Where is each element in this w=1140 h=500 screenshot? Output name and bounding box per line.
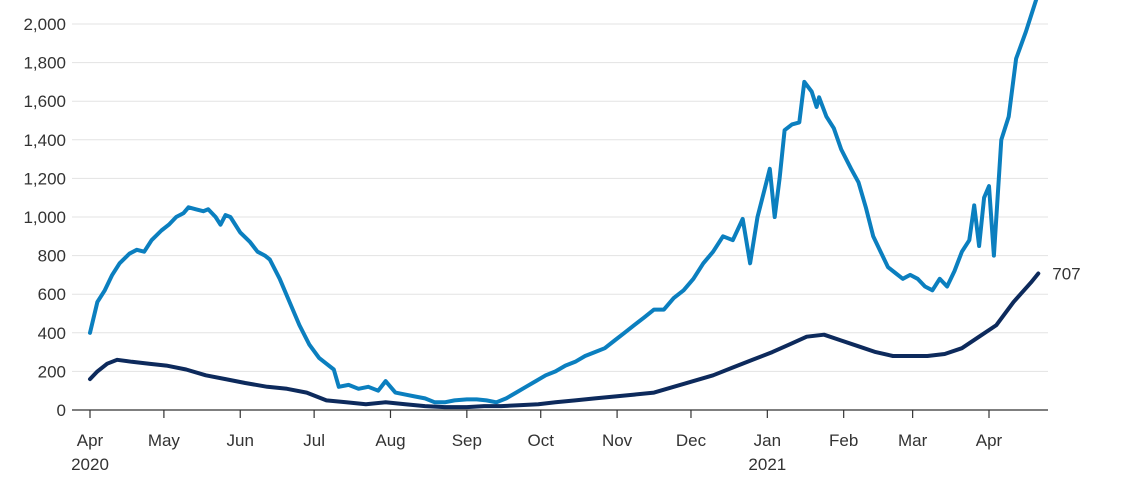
x-tick-label: May — [148, 431, 181, 450]
y-tick-label: 2,000 — [23, 15, 66, 34]
y-tick-label: 0 — [57, 401, 66, 420]
x-tick-label: Apr — [77, 431, 104, 450]
x-tick-label: Jun — [227, 431, 254, 450]
x-tick-label: Mar — [898, 431, 928, 450]
y-tick-label: 1,000 — [23, 208, 66, 227]
y-tick-label: 1,800 — [23, 54, 66, 73]
x-tick-label: Nov — [602, 431, 633, 450]
x-tick-label: Dec — [676, 431, 707, 450]
x-tick-label: Jul — [303, 431, 325, 450]
y-tick-label: 200 — [38, 362, 66, 381]
y-tick-label: 1,200 — [23, 169, 66, 188]
y-tick-label: 600 — [38, 285, 66, 304]
x-year-label: 2020 — [71, 455, 109, 474]
x-tick-label: Oct — [528, 431, 555, 450]
y-tick-label: 800 — [38, 247, 66, 266]
series-line-0 — [88, 0, 1039, 405]
end-labels: 707 — [1052, 265, 1080, 284]
x-tick-label: Jan — [754, 431, 781, 450]
x-tick-label: Apr — [976, 431, 1003, 450]
x-tick-label: Feb — [829, 431, 858, 450]
x-axis: Apr 2020 May Jun Jul Aug Sep Oct Nov Dec Jan 2021 Fe… — [71, 409, 1048, 474]
series-end-label: 707 — [1052, 265, 1080, 284]
x-year-label: 2021 — [748, 455, 786, 474]
y-tick-label: 400 — [38, 324, 66, 343]
y-axis-tick-labels: 0 200 400 600 800 1,000 1,200 1,400 1,600 1,800 2,… — [23, 15, 66, 420]
y-tick-label: 1,400 — [23, 131, 66, 150]
x-tick-label: Sep — [452, 431, 482, 450]
series-lines — [88, 0, 1041, 410]
grid-lines — [72, 23, 1048, 372]
series-line-1 — [88, 271, 1041, 410]
y-tick-label: 1,600 — [23, 92, 66, 111]
x-tick-label: Aug — [375, 431, 405, 450]
